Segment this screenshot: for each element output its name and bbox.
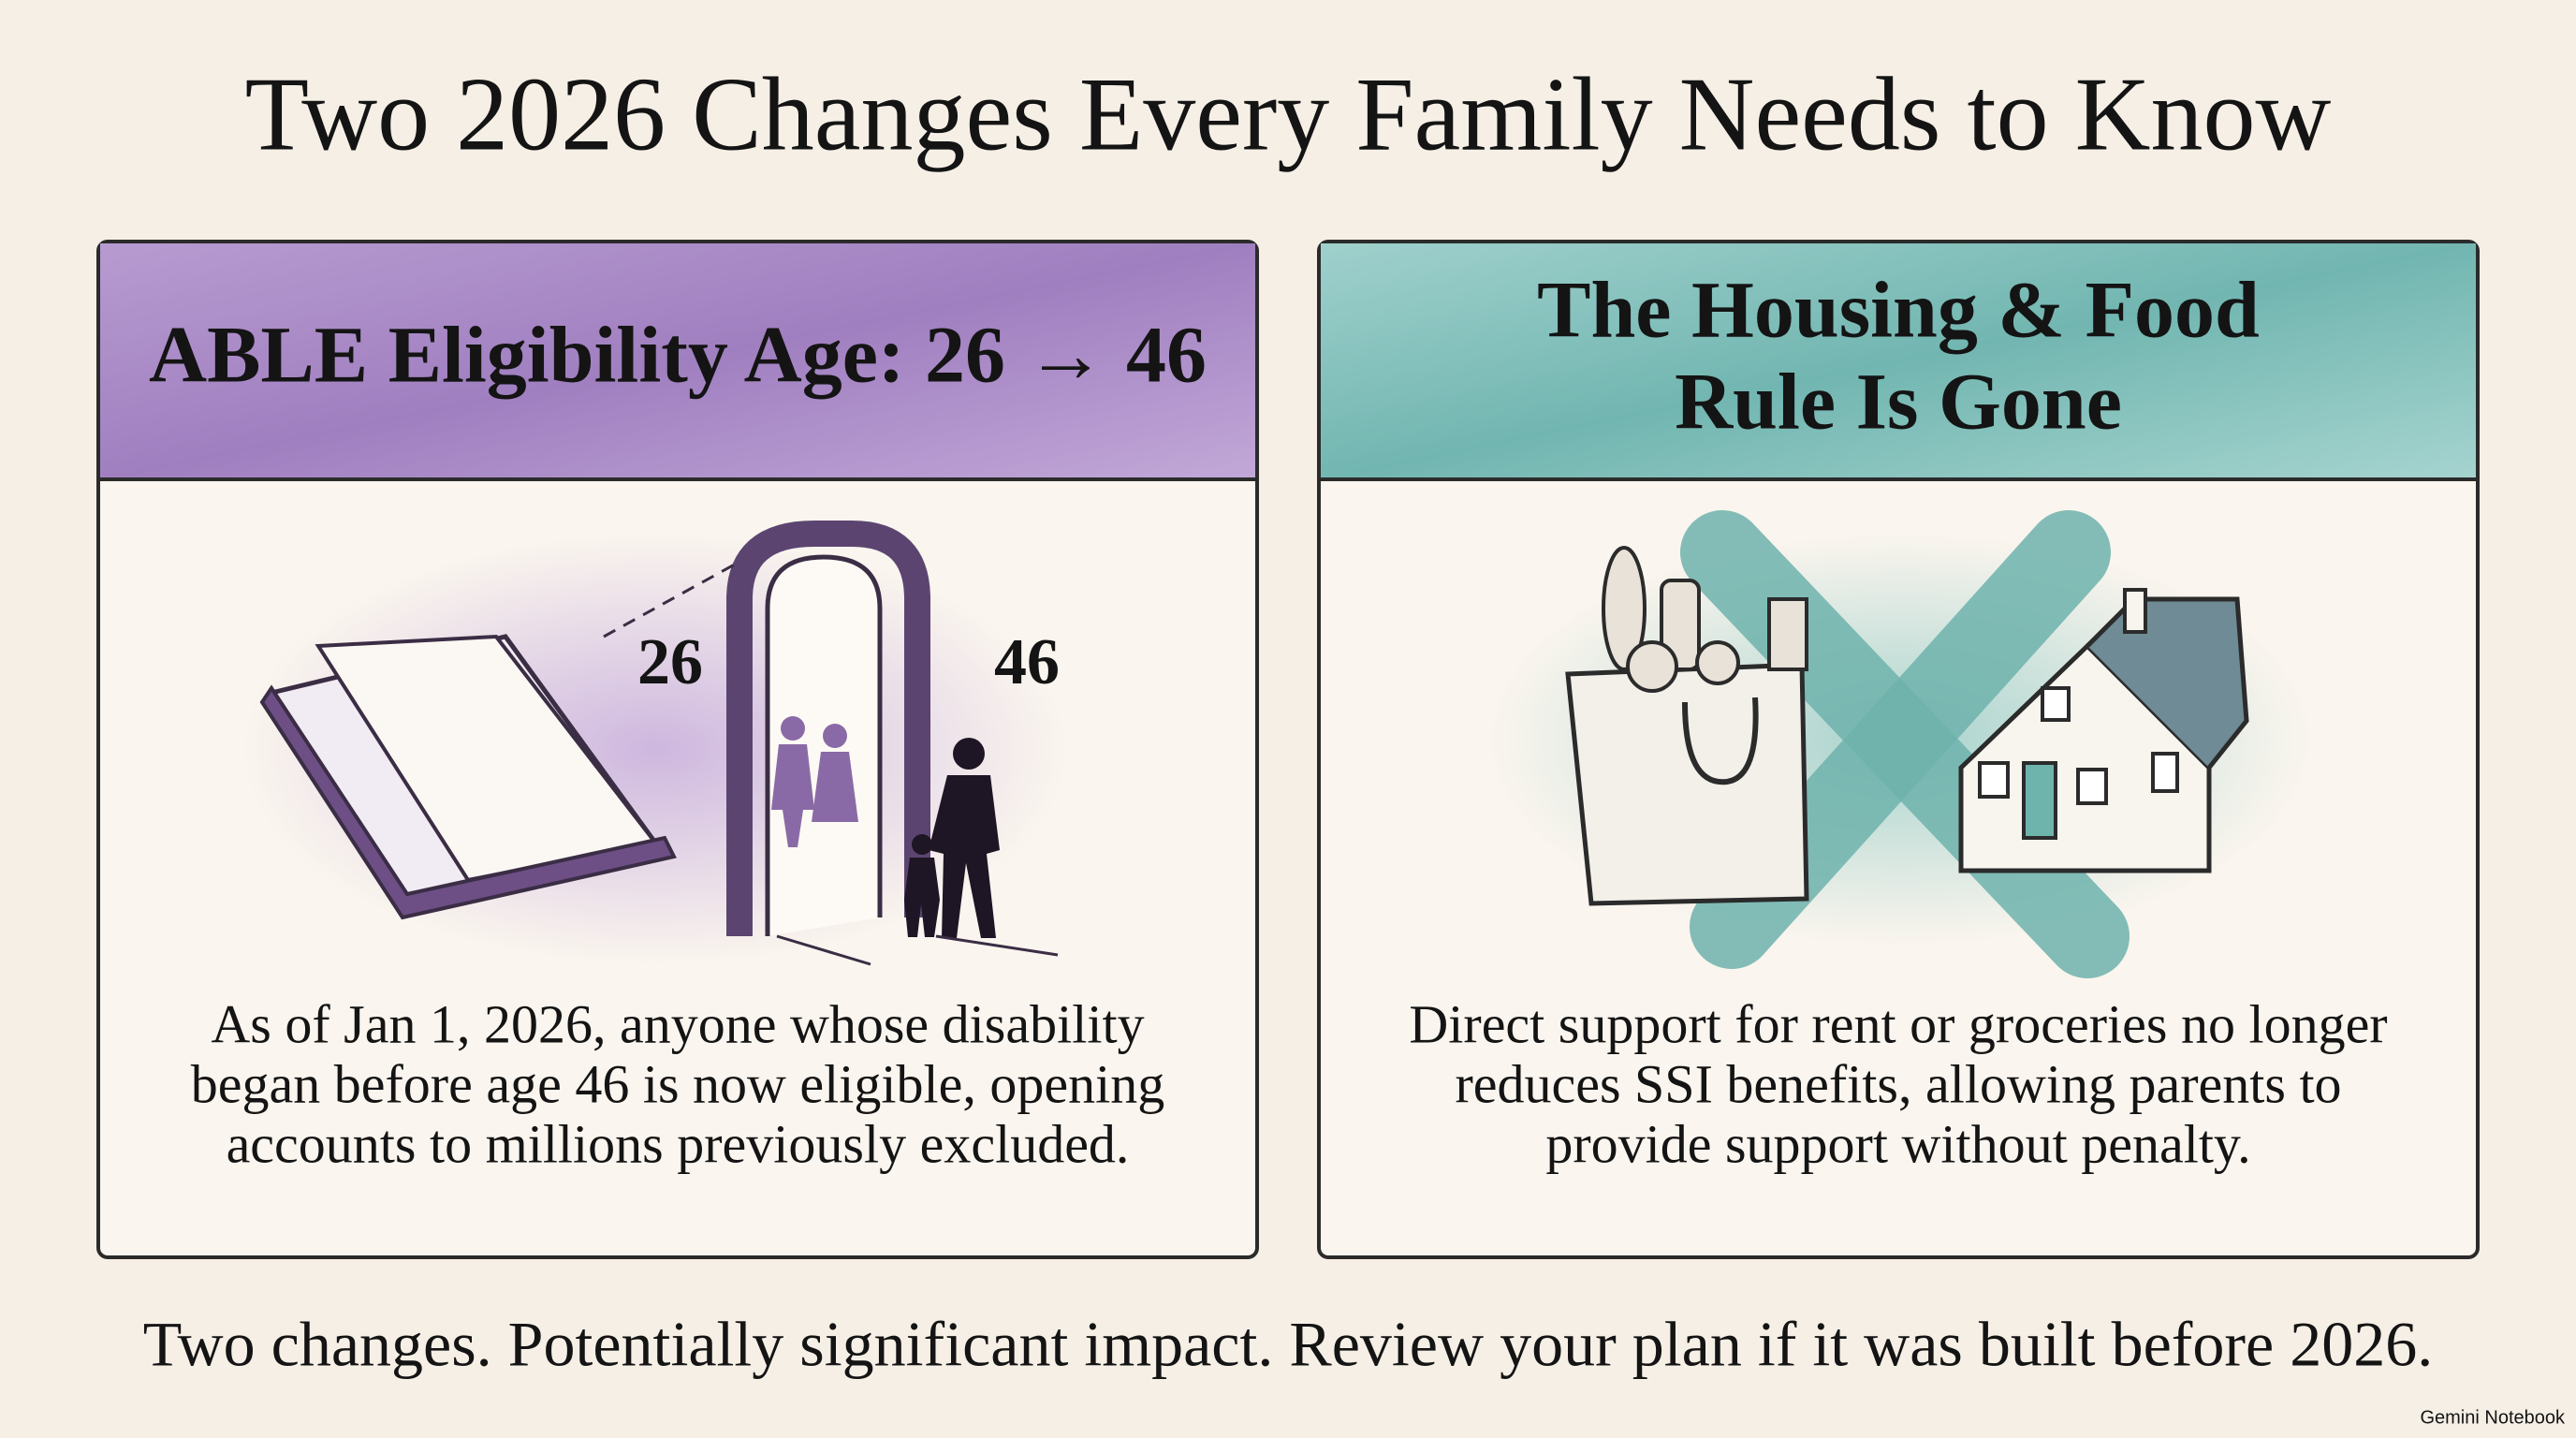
card-body: As of Jan 1, 2026, anyone whose disabili…: [211, 993, 1144, 1054]
card-body: began before age 46 is now eligible, ope…: [191, 1053, 1164, 1114]
card-header-bg: [1321, 243, 2476, 479]
footer: Two changes. Potentially significant imp…: [143, 1309, 2433, 1380]
card-body: accounts to millions previously excluded…: [227, 1113, 1130, 1174]
card: The Housing & Food Rule Is Gone Direct s…: [1317, 240, 2480, 1259]
watermark: Gemini Notebook: [2420, 1407, 2566, 1428]
card-body: reduces SSI benefits, allowing parents t…: [1455, 1053, 2341, 1114]
card-title: The Housing & Food: [1537, 265, 2260, 355]
card: ABLE Eligibility Age: 26 → 46 26 46 As o…: [96, 240, 1259, 1259]
illustration: [243, 521, 1067, 966]
card-body: provide support without penalty.: [1545, 1113, 2250, 1174]
page-title: Two 2026 Changes Every Family Needs to K…: [245, 57, 2332, 173]
card-body: Direct support for rent or groceries no …: [1409, 993, 2387, 1054]
card-title: ABLE Eligibility Age: 26 → 46: [149, 310, 1207, 400]
illustration: [1488, 510, 2312, 978]
card-header-bg: [100, 243, 1255, 479]
age-label: 46: [994, 626, 1060, 698]
card-title: Rule Is Gone: [1675, 357, 2122, 447]
age-label: 26: [637, 626, 703, 698]
